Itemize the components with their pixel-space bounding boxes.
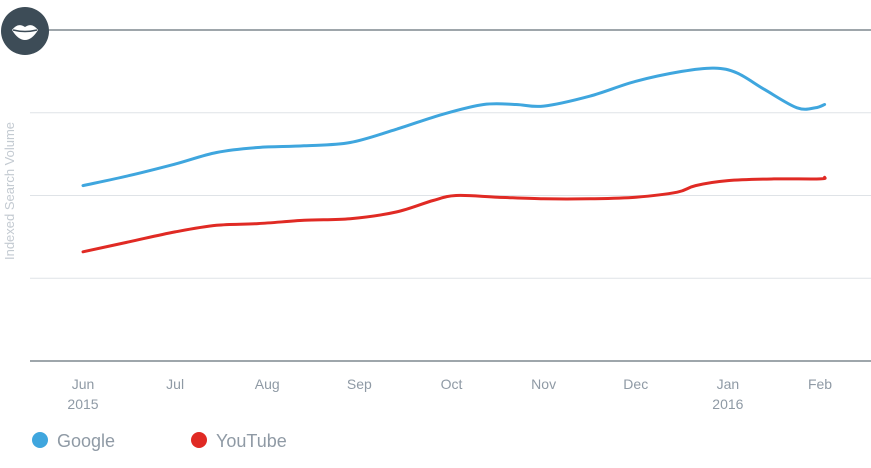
x-tick-label: Sep [347,376,372,392]
y-axis-label: Indexed Search Volume [2,122,17,260]
series-lines [81,66,827,254]
lips-icon [12,25,38,40]
series-line-youtube [81,175,827,254]
x-tick-label: Oct [441,376,463,392]
x-tick-label: Jun [72,376,95,392]
x-tick-label: Jul [166,376,184,392]
x-tick-label: Dec [623,376,648,392]
legend-label: Google [57,431,115,451]
x-tick-labels: Jun 2015 Jul Aug Sep Oct Nov Dec Jan 2016 Feb [67,376,832,412]
x-tick-year-label: 2015 [67,396,98,412]
x-tick-label: Feb [808,376,832,392]
x-tick-label: Nov [531,376,556,392]
x-tick-label: Jan [717,376,740,392]
legend: Google YouTube [32,431,287,451]
series-line-google [81,66,827,188]
legend-marker [32,432,48,448]
x-tick-year-label: 2016 [712,396,743,412]
logo-badge [1,7,49,55]
legend-marker [191,432,207,448]
x-tick-label: Aug [255,376,280,392]
legend-label: YouTube [216,431,287,451]
grid-lines [30,29,871,279]
